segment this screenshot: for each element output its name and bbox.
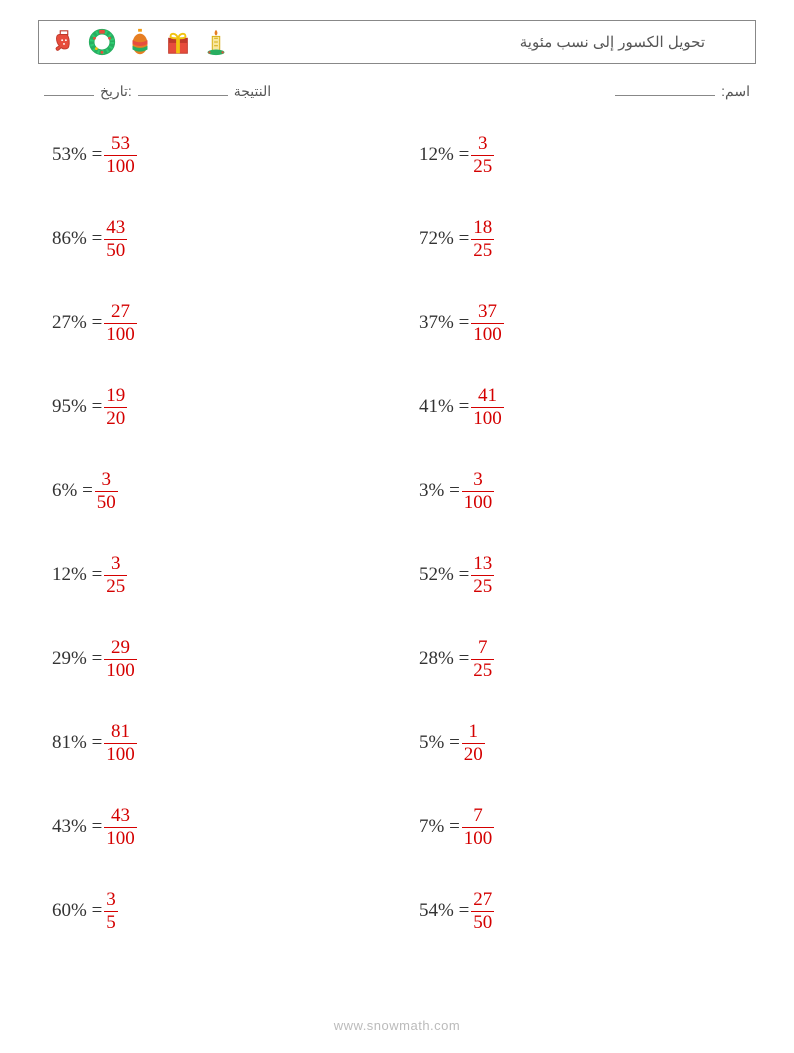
fraction-answer: 725 (471, 638, 494, 681)
percent-value: 27% = (52, 312, 102, 334)
percent-value: 43% = (52, 816, 102, 838)
meta-row: اسم: النتيجة :تاريخ (38, 82, 756, 100)
percent-value: 52% = (419, 564, 469, 586)
fraction-answer: 7100 (462, 806, 495, 849)
fraction-answer: 325 (471, 134, 494, 177)
problem-item: 12% = 325 (52, 550, 389, 600)
percent-value: 6% = (52, 480, 93, 502)
percent-value: 95% = (52, 396, 102, 418)
fraction-answer: 2750 (471, 890, 494, 933)
footer-url: www.snowmath.com (0, 1018, 794, 1033)
problem-item: 52% = 1325 (419, 550, 756, 600)
percent-value: 54% = (419, 900, 469, 922)
problem-item: 86% = 4350 (52, 214, 389, 264)
problem-item: 95% = 1920 (52, 382, 389, 432)
percent-value: 29% = (52, 648, 102, 670)
fraction-answer: 29100 (104, 638, 137, 681)
fraction-answer: 37100 (471, 302, 504, 345)
name-label: اسم: (721, 83, 750, 100)
problem-item: 41% = 41100 (419, 382, 756, 432)
problem-item: 60% = 35 (52, 886, 389, 936)
percent-value: 72% = (419, 228, 469, 250)
problem-item: 29% = 29100 (52, 634, 389, 684)
score-blank[interactable] (138, 82, 228, 96)
fraction-answer: 41100 (471, 386, 504, 429)
name-blank[interactable] (615, 82, 715, 96)
fraction-answer: 81100 (104, 722, 137, 765)
percent-value: 5% = (419, 732, 460, 754)
fraction-answer: 325 (104, 554, 127, 597)
decorative-icons-row (49, 27, 231, 57)
fraction-answer: 3100 (462, 470, 495, 513)
percent-value: 81% = (52, 732, 102, 754)
percent-value: 60% = (52, 900, 102, 922)
fraction-answer: 1325 (471, 554, 494, 597)
percent-value: 7% = (419, 816, 460, 838)
candle-icon (201, 27, 231, 57)
mitten-icon (49, 27, 79, 57)
problem-item: 7% = 7100 (419, 802, 756, 852)
date-blank[interactable] (44, 82, 94, 96)
fraction-answer: 120 (462, 722, 485, 765)
fraction-answer: 350 (95, 470, 118, 513)
problem-item: 43% = 43100 (52, 802, 389, 852)
percent-value: 41% = (419, 396, 469, 418)
problem-item: 54% = 2750 (419, 886, 756, 936)
score-label: النتيجة (234, 83, 271, 100)
problem-item: 28% = 725 (419, 634, 756, 684)
fraction-answer: 1825 (471, 218, 494, 261)
meta-date-score-group: النتيجة :تاريخ (44, 82, 271, 100)
gift-icon (163, 27, 193, 57)
ornament-icon (125, 27, 155, 57)
percent-value: 12% = (52, 564, 102, 586)
problem-item: 6% = 350 (52, 466, 389, 516)
worksheet-page: تحويل الكسور إلى نسب مئوية اسم: النتيجة … (0, 0, 794, 1053)
problems-grid: 53% = 53 100 12% = 325 86% = 4350 72% = … (38, 130, 756, 936)
problem-item: 72% = 1825 (419, 214, 756, 264)
problem-item: 5% = 120 (419, 718, 756, 768)
percent-value: 53% = (52, 144, 102, 166)
meta-name-group: اسم: (615, 82, 750, 100)
worksheet-title: تحويل الكسور إلى نسب مئوية (520, 33, 705, 51)
fraction-answer: 27100 (104, 302, 137, 345)
fraction-answer: 53 100 (104, 134, 137, 177)
date-label: :تاريخ (100, 83, 132, 100)
percent-value: 12% = (419, 144, 469, 166)
problem-item: 81% = 81100 (52, 718, 389, 768)
percent-value: 37% = (419, 312, 469, 334)
problem-item: 53% = 53 100 (52, 130, 389, 180)
header-box: تحويل الكسور إلى نسب مئوية (38, 20, 756, 64)
percent-value: 86% = (52, 228, 102, 250)
problem-item: 3% = 3100 (419, 466, 756, 516)
percent-value: 3% = (419, 480, 460, 502)
fraction-answer: 4350 (104, 218, 127, 261)
problem-item: 12% = 325 (419, 130, 756, 180)
fraction-answer: 43100 (104, 806, 137, 849)
fraction-answer: 1920 (104, 386, 127, 429)
percent-value: 28% = (419, 648, 469, 670)
problem-item: 37% = 37100 (419, 298, 756, 348)
fraction-answer: 35 (104, 890, 118, 933)
wreath-icon (87, 27, 117, 57)
problem-item: 27% = 27100 (52, 298, 389, 348)
